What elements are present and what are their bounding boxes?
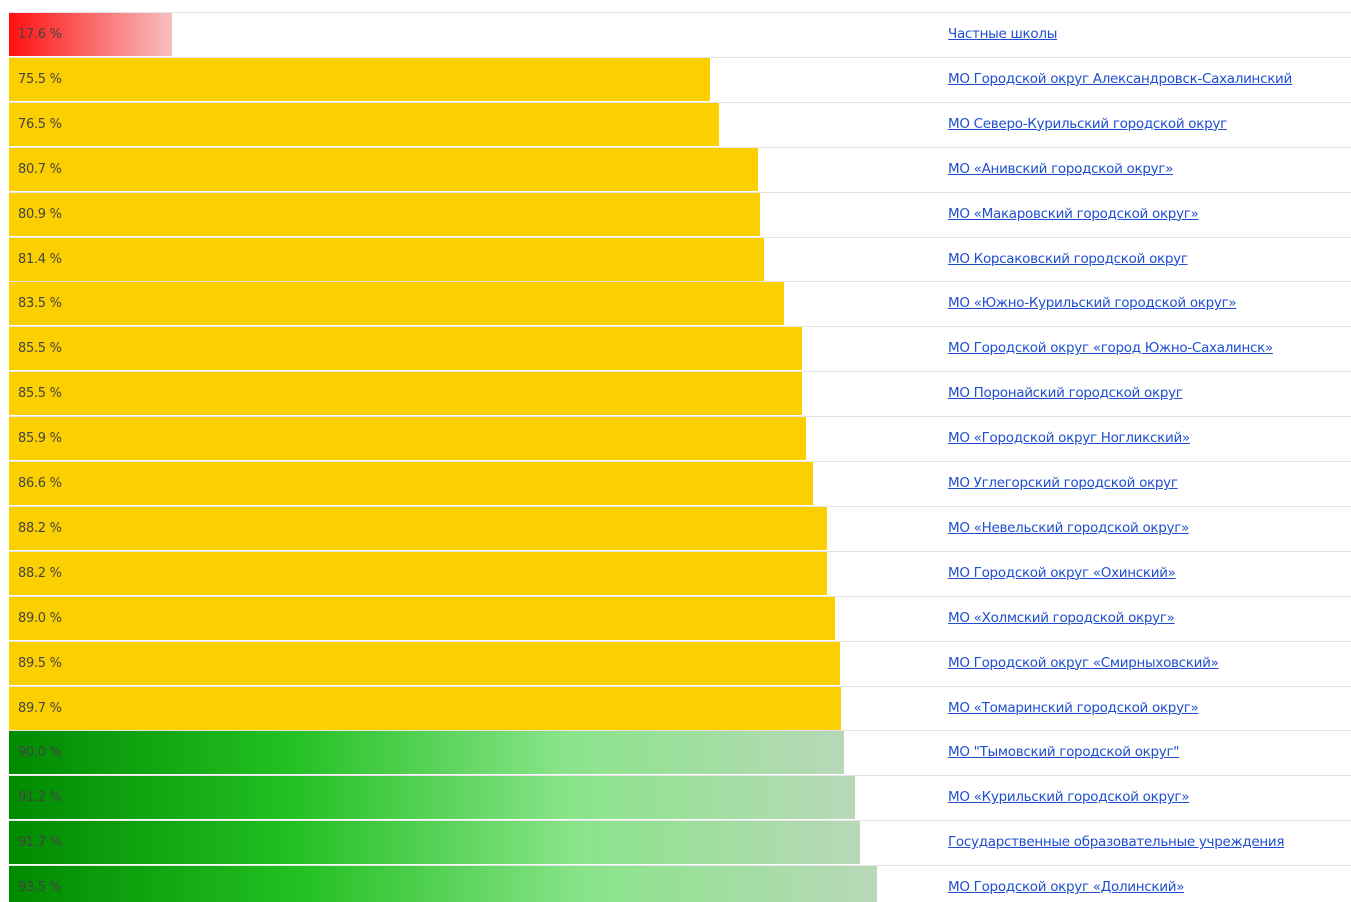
value-label: 88.2 % xyxy=(18,565,62,581)
row: 85.9 % МО «Городской округ Ногликский» xyxy=(9,416,1351,461)
bar xyxy=(9,506,828,550)
value-label: 93.5 % xyxy=(18,880,62,896)
category-link[interactable]: МО «Холмский городской округ» xyxy=(948,609,1175,626)
category-link[interactable]: МО «Городской округ Ногликский» xyxy=(948,430,1190,447)
category-link[interactable]: МО «Анивский городской округ» xyxy=(948,160,1174,177)
value-label: 17.6 % xyxy=(18,27,62,42)
bar xyxy=(9,866,877,902)
row: 85.5 % МО Городской округ «город Южно-Сах… xyxy=(9,326,1351,371)
row: 86.6 % МО Углегорский городской округ xyxy=(9,461,1351,505)
category-link[interactable]: МО «Южно-Курильский городской округ» xyxy=(948,295,1237,312)
value-label: 91.2 % xyxy=(18,790,62,806)
row: 85.5 % МО Поронайский городской округ xyxy=(9,371,1351,416)
value-label: 86.6 % xyxy=(18,476,62,491)
category-link[interactable]: МО Городской округ «город Южно-Сахалинск… xyxy=(948,340,1273,357)
category-link[interactable]: МО "Тымовский городской округ" xyxy=(948,744,1180,761)
value-label: 85.9 % xyxy=(18,431,62,447)
value-label: 85.5 % xyxy=(18,386,62,402)
category-link[interactable]: Государственные образовательные учрежден… xyxy=(948,834,1285,851)
value-label: 80.9 % xyxy=(18,206,62,222)
bar xyxy=(9,102,719,146)
category-link[interactable]: МО «Томаринский городской округ» xyxy=(948,699,1199,716)
bar xyxy=(9,821,860,865)
row: 81.4 % МО Корсаковский городской округ xyxy=(9,236,1351,281)
row: 75.5 % МО Городской округ Александровск-С… xyxy=(9,56,1351,101)
row: 89.5 % МО Городской округ «Смирныховский» xyxy=(9,640,1351,685)
category-link[interactable]: МО «Макаровский городской округ» xyxy=(948,205,1199,222)
value-label: 83.5 % xyxy=(18,296,62,312)
row: 17.6 % Частные школы xyxy=(9,12,1351,56)
category-link[interactable]: МО Городской округ «Охинский» xyxy=(948,564,1176,581)
bar xyxy=(9,192,760,236)
bar xyxy=(9,417,807,461)
row: 89.0 % МО «Холмский городской округ» xyxy=(9,595,1351,640)
category-link[interactable]: МО Корсаковский городской округ xyxy=(948,250,1188,267)
row: 91.2 % МО «Курильский городской округ» xyxy=(9,775,1351,820)
bar xyxy=(9,462,813,505)
value-label: 75.5 % xyxy=(18,71,62,87)
bar xyxy=(9,596,835,640)
value-label: 90.0 % xyxy=(18,745,62,761)
row: 80.7 % МО «Анивский городской округ» xyxy=(9,146,1351,191)
bar xyxy=(9,551,828,595)
value-label: 76.5 % xyxy=(18,116,62,132)
category-link[interactable]: Частные школы xyxy=(948,26,1058,42)
value-label: 89.5 % xyxy=(18,655,62,671)
category-link[interactable]: МО Городской округ Александровск-Сахалин… xyxy=(948,70,1293,87)
category-link[interactable]: МО Городской округ «Долинский» xyxy=(948,879,1185,896)
row: 76.5 % МО Северо-Курильский городской окр… xyxy=(9,101,1351,146)
bar xyxy=(9,372,803,416)
bar xyxy=(9,147,758,191)
value-label: 89.0 % xyxy=(18,610,62,626)
category-link[interactable]: МО Северо-Курильский городской округ xyxy=(948,115,1227,132)
value-label: 81.4 % xyxy=(18,251,62,267)
category-link[interactable]: МО «Курильский городской округ» xyxy=(948,789,1190,806)
value-label: 89.7 % xyxy=(18,700,62,716)
bar xyxy=(9,641,840,685)
row: 80.9 % МО «Макаровский городской округ» xyxy=(9,191,1351,236)
category-link[interactable]: МО Поронайский городской округ xyxy=(948,385,1183,402)
bar xyxy=(9,327,803,371)
bar xyxy=(9,731,845,775)
row: 83.5 % МО «Южно-Курильский городской окру… xyxy=(9,281,1351,326)
value-label: 85.5 % xyxy=(18,341,62,357)
row: 88.2 % МО «Невельский городской округ» xyxy=(9,505,1351,550)
row: 89.7 % МО «Томаринский городской округ» xyxy=(9,685,1351,730)
bar xyxy=(9,282,784,326)
row: 91.7 % Государственные образовательные уч… xyxy=(9,820,1351,865)
bar xyxy=(9,13,173,56)
bar xyxy=(9,776,856,820)
row: 90.0 % МО "Тымовский городской округ" xyxy=(9,730,1351,775)
category-link[interactable]: МО «Невельский городской округ» xyxy=(948,519,1189,536)
bar xyxy=(9,686,842,730)
category-link[interactable]: МО Городской округ «Смирныховский» xyxy=(948,654,1219,671)
value-label: 80.7 % xyxy=(18,161,62,177)
row: 93.5 % МО Городской округ «Долинский» xyxy=(9,865,1351,902)
row: 88.2 % МО Городской округ «Охинский» xyxy=(9,550,1351,595)
value-label: 91.7 % xyxy=(18,835,62,851)
category-link[interactable]: МО Углегорский городской округ xyxy=(948,475,1178,491)
value-label: 88.2 % xyxy=(18,520,62,536)
bar xyxy=(9,237,765,281)
bar xyxy=(9,57,710,101)
